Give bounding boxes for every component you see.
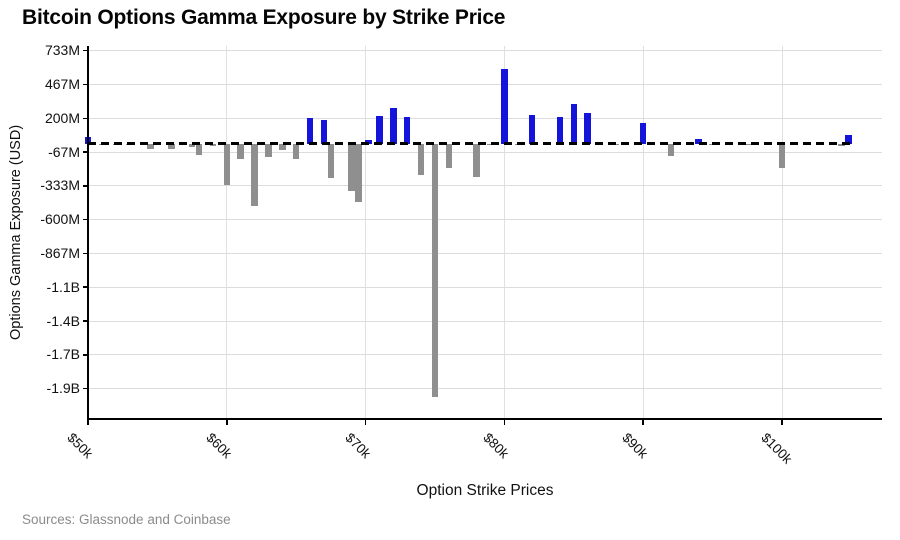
gamma-bar bbox=[528, 115, 536, 144]
y-tick-label: 467M bbox=[44, 75, 80, 92]
gamma-bar bbox=[365, 139, 372, 144]
y-tick-label: -67M bbox=[48, 143, 80, 160]
y-tick-mark bbox=[83, 49, 88, 52]
x-tick-label-text: $60k bbox=[203, 430, 235, 462]
y-tick-mark bbox=[83, 151, 88, 153]
y-tick-label: -1.9B bbox=[46, 380, 80, 397]
gamma-bar bbox=[348, 143, 355, 192]
x-axis-title: Option Strike Prices bbox=[416, 482, 554, 499]
y-tick-label: -1.7B bbox=[46, 346, 80, 363]
gamma-bar bbox=[584, 113, 591, 144]
y-tick-mark bbox=[83, 117, 88, 119]
v-gridline bbox=[503, 46, 505, 418]
y-tick-mark bbox=[83, 286, 88, 288]
h-gridline bbox=[88, 50, 882, 52]
y-tick-mark bbox=[83, 218, 88, 221]
x-tick-mark bbox=[364, 420, 367, 425]
y-tick-label: 733M bbox=[44, 42, 80, 59]
x-tick-label: $90k bbox=[620, 429, 659, 461]
v-gridline bbox=[365, 46, 367, 418]
x-tick-label-text: $100k bbox=[758, 430, 796, 467]
gamma-bar bbox=[431, 143, 439, 398]
gamma-bar bbox=[473, 143, 480, 178]
h-gridline bbox=[88, 320, 882, 322]
h-gridline bbox=[88, 219, 882, 221]
gamma-bar bbox=[390, 108, 397, 144]
h-gridline bbox=[88, 151, 882, 153]
zero-baseline bbox=[88, 142, 851, 146]
gamma-bar bbox=[403, 116, 411, 144]
x-tick-label: $50k bbox=[64, 429, 104, 461]
gamma-bar bbox=[168, 143, 175, 150]
h-gridline bbox=[88, 185, 882, 187]
source-note: Sources: Glassnode and Coinbase bbox=[22, 512, 231, 527]
h-gridline bbox=[88, 117, 882, 119]
gamma-bar bbox=[570, 104, 578, 144]
y-tick-label: -1.1B bbox=[46, 278, 80, 295]
gamma-bar bbox=[279, 143, 286, 150]
gamma-bar bbox=[195, 143, 203, 155]
y-tick-label: -867M bbox=[40, 244, 80, 261]
x-tick-label-text: $90k bbox=[619, 430, 651, 462]
y-tick-label: -600M bbox=[40, 211, 80, 228]
y-tick-mark bbox=[83, 354, 88, 356]
h-gridline bbox=[88, 354, 882, 356]
gamma-bar bbox=[417, 143, 425, 176]
h-gridline bbox=[88, 83, 882, 85]
gamma-bar bbox=[327, 143, 335, 178]
y-tick-mark bbox=[83, 320, 88, 322]
x-tick-mark bbox=[503, 420, 506, 425]
gamma-bar bbox=[147, 143, 154, 150]
gamma-bar bbox=[667, 143, 675, 157]
h-gridline bbox=[88, 252, 882, 254]
gamma-bar bbox=[355, 143, 362, 202]
gamma-bar bbox=[778, 143, 786, 169]
gamma-bar bbox=[251, 143, 258, 206]
gamma-bar bbox=[188, 143, 196, 148]
x-tick-label: $100k bbox=[758, 429, 806, 467]
y-axis-line bbox=[87, 46, 89, 420]
gamma-bar bbox=[556, 116, 564, 144]
y-tick-label: -1.4B bbox=[46, 312, 80, 329]
y-tick-mark bbox=[83, 83, 88, 86]
v-gridline bbox=[642, 46, 644, 418]
gamma-bar bbox=[445, 143, 453, 169]
y-tick-label: -333M bbox=[40, 177, 80, 194]
gamma-bar bbox=[845, 135, 852, 144]
gamma-bar bbox=[695, 139, 702, 144]
x-axis-line bbox=[87, 418, 882, 420]
x-tick-mark bbox=[87, 420, 89, 425]
h-gridline bbox=[88, 388, 882, 390]
h-gridline bbox=[88, 286, 882, 288]
x-tick-mark bbox=[226, 420, 228, 425]
x-tick-label-text: $70k bbox=[341, 430, 374, 462]
gamma-bar bbox=[376, 115, 383, 144]
gamma-bar bbox=[265, 143, 272, 157]
x-tick-label: $80k bbox=[481, 429, 520, 461]
x-tick-label-text: $80k bbox=[480, 430, 513, 462]
gamma-bar bbox=[292, 143, 300, 159]
y-tick-mark bbox=[83, 185, 88, 187]
gamma-bar bbox=[501, 68, 508, 144]
x-tick-label: $60k bbox=[203, 429, 243, 461]
y-tick-mark bbox=[83, 387, 88, 390]
v-gridline bbox=[781, 46, 783, 418]
v-gridline bbox=[226, 46, 228, 418]
chart-title: Bitcoin Options Gamma Exposure by Strike… bbox=[22, 6, 506, 29]
x-tick-mark bbox=[781, 420, 783, 425]
gamma-bar bbox=[237, 143, 244, 159]
gamma-bar bbox=[320, 120, 328, 144]
y-tick-mark bbox=[83, 252, 88, 255]
gamma-bar bbox=[223, 143, 231, 186]
x-tick-mark bbox=[642, 420, 644, 425]
gamma-bar bbox=[639, 123, 647, 144]
gamma-bar bbox=[306, 118, 314, 144]
y-tick-label: 200M bbox=[44, 109, 80, 126]
x-tick-label-text: $50k bbox=[64, 430, 96, 462]
x-tick-label: $70k bbox=[342, 429, 382, 461]
